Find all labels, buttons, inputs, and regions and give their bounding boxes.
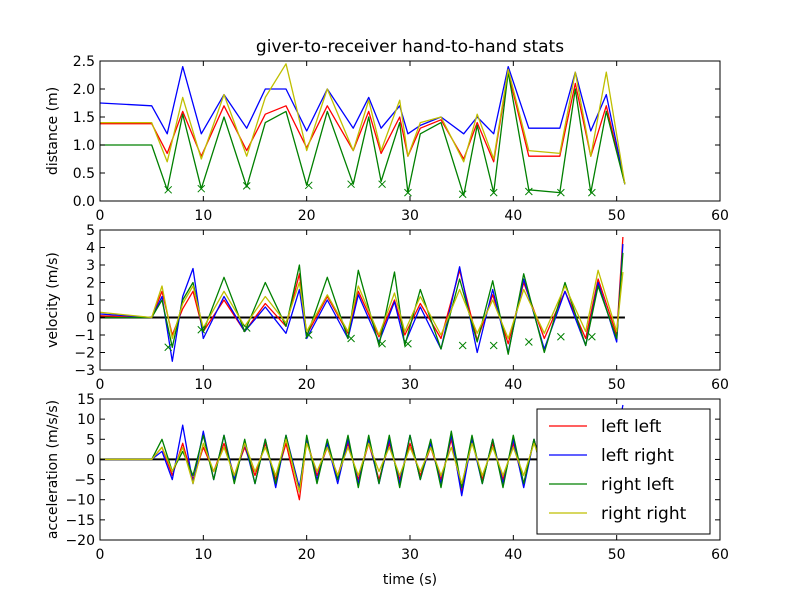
marker-x xyxy=(524,187,533,196)
x-tick-label: 40 xyxy=(504,377,522,393)
y-tick-label: −10 xyxy=(65,493,95,509)
series-line-left-left xyxy=(100,71,626,185)
y-tick-label: 2.5 xyxy=(73,54,95,70)
panel-0-lines xyxy=(100,63,626,199)
marker-x xyxy=(197,184,206,193)
y-tick-label: 10 xyxy=(77,412,95,428)
x-tick-label: 10 xyxy=(194,547,212,563)
marker-x xyxy=(489,341,498,350)
marker-x xyxy=(197,325,206,334)
series-line-right-right xyxy=(100,63,626,185)
y-tick-label: −5 xyxy=(74,473,95,489)
marker-x xyxy=(458,341,467,350)
series-line-right-right xyxy=(100,269,624,340)
marker-x xyxy=(164,343,173,352)
marker-x xyxy=(378,339,386,348)
y-tick-label: 5 xyxy=(86,223,95,239)
x-tick-label: 20 xyxy=(298,547,316,563)
y-tick-label: −2 xyxy=(74,346,95,362)
x-tick-label: 30 xyxy=(401,547,419,563)
x-tick-label: 60 xyxy=(711,208,729,224)
x-tick-label: 0 xyxy=(96,377,105,393)
x-tick-label: 10 xyxy=(194,377,212,393)
marker-x xyxy=(304,331,313,339)
y-tick-label: 3 xyxy=(86,258,95,274)
y-tick-label: 1.0 xyxy=(73,138,95,154)
marker-x xyxy=(404,188,412,197)
x-tick-label: 50 xyxy=(608,208,626,224)
y-axis-label: distance (m) xyxy=(45,87,61,175)
marker-x xyxy=(489,188,498,197)
marker-x xyxy=(347,180,355,189)
y-tick-label: 0 xyxy=(86,311,95,327)
y-tick-label: 4 xyxy=(86,241,95,257)
y-tick-label: 0 xyxy=(86,452,95,468)
chart-title: giver-to-receiver hand-to-hand stats xyxy=(256,37,564,57)
marker-x xyxy=(557,332,565,341)
marker-x xyxy=(588,332,596,341)
x-tick-label: 30 xyxy=(401,377,419,393)
marker-x xyxy=(242,324,251,332)
marker-x xyxy=(242,182,251,190)
marker-x xyxy=(304,181,313,190)
panels: 0 10 20 30 40 50 600.00.51.01.52.02.5distance … xyxy=(45,54,729,563)
series-line-right-left xyxy=(100,71,626,197)
legend-label: right right xyxy=(601,504,687,524)
legend: left left left right right left right right xyxy=(536,408,711,535)
x-tick-label: 40 xyxy=(504,547,522,563)
x-tick-label: 0 xyxy=(96,208,105,224)
x-tick-label: 0 xyxy=(96,547,105,563)
y-axis-label: velocity (m/s) xyxy=(45,252,61,348)
marker-x xyxy=(164,185,173,194)
marker-x xyxy=(458,190,467,199)
x-tick-label: 50 xyxy=(608,547,626,563)
marker-x xyxy=(378,180,386,189)
marker-x xyxy=(404,339,412,348)
x-tick-label: 60 xyxy=(711,377,729,393)
marker-x xyxy=(524,338,533,346)
y-tick-label: −20 xyxy=(65,533,95,549)
y-tick-label: 1.5 xyxy=(73,110,95,126)
y-tick-label: −3 xyxy=(74,363,95,379)
x-axis-label: time (s) xyxy=(383,572,437,588)
x-tick-label: 60 xyxy=(711,547,729,563)
series-line-left-right xyxy=(100,65,626,185)
y-tick-label: 5 xyxy=(86,432,95,448)
series-line-left-left xyxy=(100,236,624,345)
y-tick-label: 0.5 xyxy=(73,166,95,182)
y-tick-label: 0.0 xyxy=(73,194,95,210)
panel-1-lines xyxy=(100,236,625,362)
y-tick-label: −1 xyxy=(74,328,95,344)
x-tick-label: 50 xyxy=(608,377,626,393)
y-tick-label: 1 xyxy=(86,293,95,309)
x-tick-label: 20 xyxy=(298,377,316,393)
marker-x xyxy=(557,188,565,197)
marker-x xyxy=(588,188,596,197)
marker-x xyxy=(347,334,355,343)
y-tick-label: −15 xyxy=(65,513,95,529)
legend-label: left left xyxy=(601,417,662,437)
y-tick-label: 2.0 xyxy=(73,82,95,98)
x-tick-label: 40 xyxy=(504,208,522,224)
panel-0: 0 10 20 30 40 50 60 0.0 0.5 1.0 1.5 2.0 2.5 distance … xyxy=(45,54,729,224)
x-tick-label: 30 xyxy=(401,208,419,224)
legend-label: right left xyxy=(601,475,674,495)
y-tick-label: 2 xyxy=(86,276,95,292)
y-axis-label: acceleration (m/s/s) xyxy=(45,400,61,539)
legend-label: left right xyxy=(601,446,674,466)
x-tick-label: 10 xyxy=(194,208,212,224)
y-tick-label: 15 xyxy=(77,392,95,408)
x-tick-label: 20 xyxy=(298,208,316,224)
